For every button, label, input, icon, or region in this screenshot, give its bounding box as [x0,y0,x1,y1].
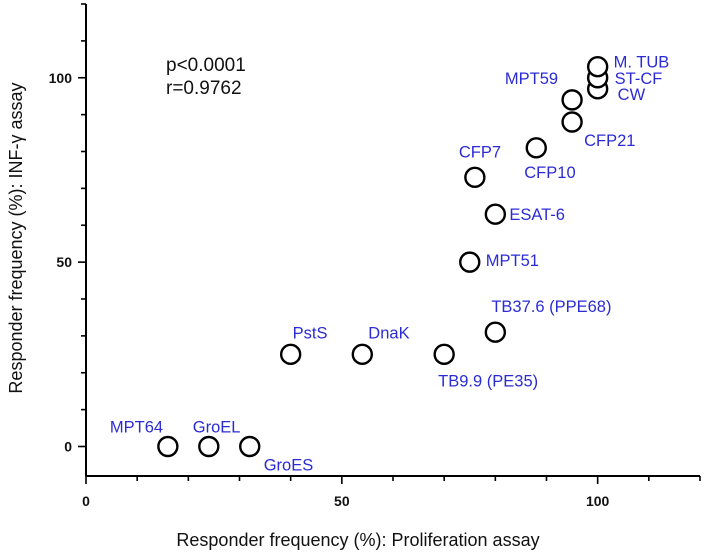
x-tick-label: 0 [82,493,90,509]
y-tick-label: 50 [56,254,72,270]
y-axis: 0 50 100 [49,3,87,476]
data-point: PstS [279,324,328,366]
data-point: ESAT-6 [484,203,565,225]
data-point: CFP7 [459,143,501,189]
point-marker [433,343,455,366]
data-point: MPT59 [505,70,583,111]
y-tick-label: 100 [49,70,73,86]
point-label: PstS [293,324,328,342]
data-point: MPT64 [110,419,179,458]
point-label: TB9.9 (PE35) [438,372,538,390]
point-label: M. TUB [614,54,670,72]
data-point: GroES [239,435,314,475]
point-label: CFP21 [584,132,635,150]
point-marker [561,111,583,133]
point-marker [484,203,507,225]
x-tick-label: 100 [586,493,610,509]
point-label: MPT64 [110,419,163,437]
point-label: CW [618,86,646,104]
point-label: GroEL [193,419,241,437]
data-point: MPT51 [459,251,539,273]
x-axis: 0 50 100 [82,475,701,509]
data-point: M. TUB [586,54,670,78]
data-point: GroEL [193,419,241,458]
point-label: MPT59 [505,70,558,88]
point-marker [198,435,220,458]
point-marker [561,89,583,111]
point-marker [279,343,302,366]
data-point: CFP21 [561,111,635,150]
point-label: GroES [264,457,314,475]
point-marker [586,55,609,78]
point-label: ST-CF [615,70,663,88]
point-label: CFP7 [459,143,501,161]
point-marker [351,343,373,366]
point-label: ESAT-6 [509,206,565,224]
point-marker [157,435,179,458]
y-tick-label: 0 [64,439,72,455]
correlation-annotation: r=0.9762 [166,78,242,99]
point-label: DnaK [368,324,409,342]
x-tick-label: 50 [334,493,350,509]
point-marker [239,435,261,458]
point-label: TB37.6 (PPE68) [491,298,611,316]
data-point: TB37.6 (PPE68) [484,298,611,343]
y-axis-title: Responder frequency (%): INF-γ assay [6,82,26,393]
point-marker [484,321,507,343]
data-point: TB9.9 (PE35) [433,343,538,390]
point-marker [464,166,486,189]
p-value-annotation: p<0.0001 [166,55,246,76]
data-point: CFP10 [524,137,576,182]
point-label: CFP10 [524,164,575,182]
data-point: DnaK [351,324,410,366]
point-label: MPT51 [486,252,539,270]
data-points: MPT64 GroEL GroES PstS DnaK TB9.9 (PE35) TB37.… [110,54,669,475]
point-marker [459,251,481,273]
x-axis-title: Responder frequency (%): Proliferation a… [176,530,539,550]
point-marker [525,137,547,159]
